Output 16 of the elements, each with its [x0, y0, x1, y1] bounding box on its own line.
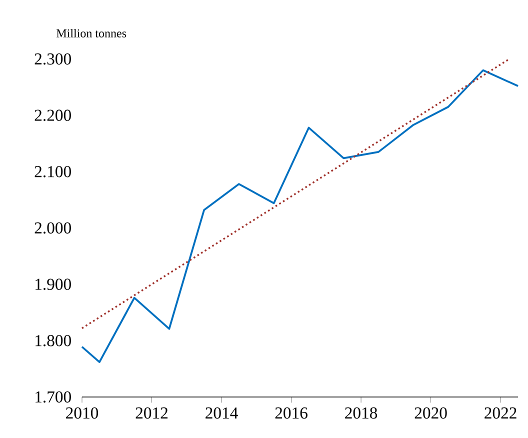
x-tick-label: 2022 — [484, 407, 516, 419]
y-tick-label: 2.300 — [34, 53, 71, 65]
x-tick-label: 2012 — [136, 407, 168, 419]
y-tick-label: 2.000 — [34, 222, 71, 234]
x-tick-label: 2010 — [66, 407, 98, 419]
y-tick-label: 2.100 — [34, 166, 71, 178]
y-tick-label: 1.700 — [36, 391, 71, 403]
x-tick-label: 2014 — [206, 407, 238, 419]
x-tick-label: 2018 — [345, 407, 378, 419]
line-series — [81, 69, 519, 363]
y-tick-label: 2.200 — [34, 110, 71, 121]
y-axis-title: Million tonnes — [56, 28, 126, 38]
y-tick-label: 1.900 — [36, 278, 71, 290]
x-tick-label: 2020 — [414, 407, 447, 419]
y-tick-label: 1.800 — [36, 334, 71, 346]
x-tick-label: 2016 — [275, 407, 308, 419]
